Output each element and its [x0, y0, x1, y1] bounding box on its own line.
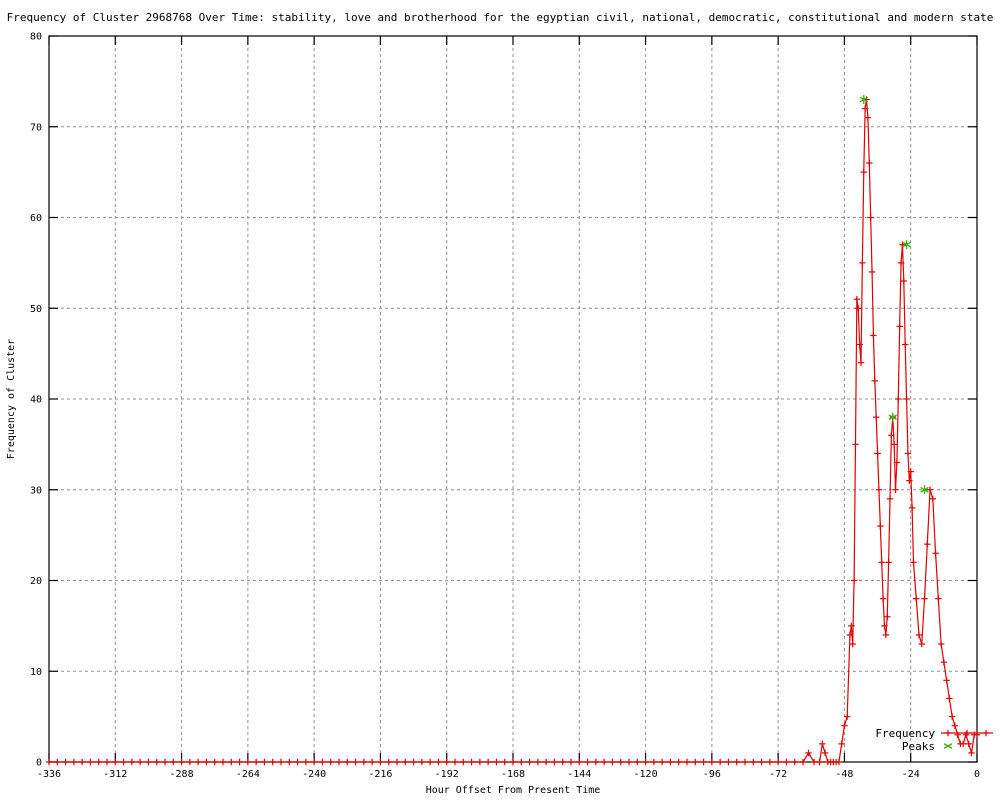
x-tick-label: 0: [974, 769, 980, 780]
x-tick-label: -144: [567, 769, 591, 780]
x-tick-label: -72: [769, 769, 787, 780]
frequency-data-markers: [45, 96, 981, 766]
peak-marker: [902, 240, 911, 250]
y-tick-label: 20: [30, 576, 42, 587]
x-tick-label: -240: [302, 769, 326, 780]
peaks-series: [859, 95, 929, 495]
y-tick-label: 40: [30, 395, 42, 406]
x-tick-label: -216: [368, 769, 392, 780]
legend-label-frequency: Frequency: [875, 727, 935, 740]
peak-marker: [920, 485, 929, 495]
x-tick-label: -288: [170, 769, 194, 780]
y-tick-label: 10: [30, 667, 42, 678]
x-tick-label: -312: [103, 769, 127, 780]
x-tick-label: -48: [835, 769, 853, 780]
y-tick-label: 0: [36, 758, 42, 769]
x-tick-label: -264: [236, 769, 260, 780]
peak-marker: [888, 412, 897, 422]
x-tick-label: -168: [501, 769, 525, 780]
x-tick-label: -120: [634, 769, 658, 780]
y-axis-label: Frequency of Cluster: [6, 339, 17, 459]
x-tick-label: -24: [902, 769, 920, 780]
gridlines: [49, 36, 977, 762]
x-tick-label: -96: [703, 769, 721, 780]
x-axis-label: Hour Offset From Present Time: [426, 785, 601, 796]
chart-title: Frequency of Cluster 2968768 Over Time: …: [7, 11, 994, 24]
x-tick-label: -192: [435, 769, 459, 780]
legend: Frequency Peaks: [875, 727, 993, 753]
y-tick-label: 50: [30, 304, 42, 315]
legend-label-peaks: Peaks: [902, 740, 935, 753]
y-tick-label: 80: [30, 32, 42, 43]
peak-marker: [859, 95, 868, 105]
y-tick-label: 70: [30, 122, 42, 133]
y-tick-label: 30: [30, 485, 42, 496]
x-axis-ticks: -336 -312 -288 -264 -240 -216 -192 -168 -144 -120…: [37, 36, 980, 780]
x-tick-label: -336: [37, 769, 61, 780]
legend-sample-markers: [941, 729, 993, 749]
frequency-series: [45, 96, 981, 766]
y-tick-label: 60: [30, 213, 42, 224]
